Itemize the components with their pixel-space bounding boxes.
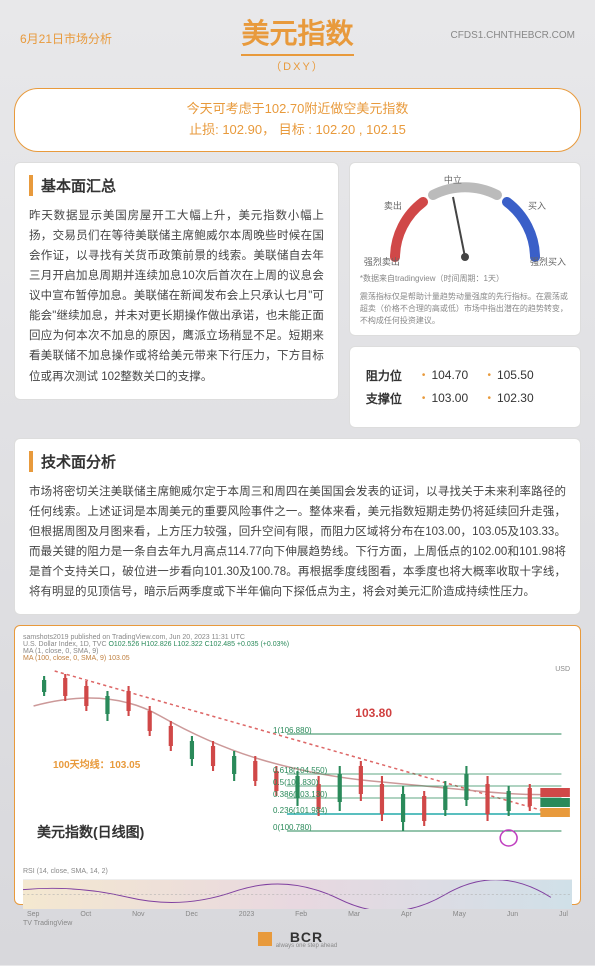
technical-title: 技术面分析 [29, 451, 566, 472]
resistance-label: 阻力位 [366, 367, 416, 384]
y-axis: USD [555, 666, 570, 866]
chart-meta-ma2: MA (100, close, 0, SMA, 9) 103.05 [23, 655, 572, 662]
sentiment-gauge: 中立 卖出 买入 强烈卖出 强烈买入 [360, 177, 570, 267]
date-label: 6月21日市场分析 [20, 30, 205, 47]
resistance-val-2: 105.50 [497, 368, 547, 382]
price-chart: 美元指数(日线图) 100天均线：103.05 103.80 1(106.880… [23, 666, 572, 866]
gauge-neutral-label: 中立 [444, 173, 462, 186]
brand-logo: BCR always one step ahead [258, 929, 337, 949]
support-val-1: 103.00 [431, 391, 481, 405]
rsi-chart [23, 879, 572, 909]
fib-label: 0.236(101.984) [273, 806, 327, 815]
title-block: 美元指数 （DXY） [205, 12, 390, 74]
page-header: 6月21日市场分析 美元指数 （DXY） CFDS1.CHNTHEBCR.COM [0, 0, 595, 78]
gauge-svg [375, 177, 555, 267]
ma-label: 100天均线：103.05 [53, 756, 140, 771]
gauge-strong-sell-label: 强烈卖出 [364, 255, 400, 268]
rec-line-1: 今天可考虑于102.70附近做空美元指数 [35, 99, 560, 120]
fundamentals-card: 基本面汇总 昨天数据显示美国房屋开工大幅上升，美元指数小幅上扬，交易员们在等待美… [14, 162, 339, 400]
chart-title-overlay: 美元指数(日线图) [33, 820, 148, 844]
gauge-footer-1: *数据来自tradingview（时间周期：1天） [360, 273, 570, 285]
fib-label: 1(106.880) [273, 726, 312, 735]
fundamentals-body: 昨天数据显示美国房屋开工大幅上升，美元指数小幅上扬，交易员们在等待美联储主席鲍威… [29, 206, 324, 387]
main-title: 美元指数 [241, 12, 353, 56]
chart-card: samshots2019 published on TradingView.co… [14, 625, 581, 905]
x-tick: Dec [185, 911, 197, 918]
x-tick: Feb [295, 911, 307, 918]
support-label: 支撑位 [366, 390, 416, 407]
x-tick: Nov [132, 911, 144, 918]
fib-label: 0.5(103.830) [273, 778, 318, 787]
x-tick: Sep [27, 911, 39, 918]
x-axis: Sep Oct Nov Dec 2023 Feb Mar Apr May Jun Jul [23, 911, 572, 918]
gauge-footer-2: 震荡指标仅是帮助计量趋势动量强度的先行指标。在震荡或超卖（价格不合理的高或低）市… [360, 291, 570, 327]
brand-tagline: always one step ahead [276, 943, 337, 949]
x-tick: Mar [348, 911, 360, 918]
rec-line-2: 止损: 102.90， 目标 : 102.20 , 102.15 [35, 120, 560, 141]
fib-label: 0.618(104.550) [273, 766, 327, 775]
chart-meta-ma: MA (1, close, 0, SMA, 9) [23, 648, 572, 655]
site-url: CFDS1.CHNTHEBCR.COM [390, 30, 575, 41]
chart-meta-1: samshots2019 published on TradingView.co… [23, 634, 572, 641]
dot-icon: • [422, 393, 426, 404]
y-label-unit: USD [555, 666, 570, 673]
x-tick: Oct [80, 911, 91, 918]
x-tick: Jul [559, 911, 568, 918]
recommendation-box: 今天可考虑于102.70附近做空美元指数 止损: 102.90， 目标 : 10… [14, 88, 581, 152]
dot-icon: • [487, 370, 491, 381]
main-grid: 基本面汇总 昨天数据显示美国房屋开工大幅上升，美元指数小幅上扬，交易员们在等待美… [0, 162, 595, 428]
gauge-sell-label: 卖出 [384, 199, 402, 212]
subtitle: （DXY） [205, 58, 390, 74]
gauge-buy-label: 买入 [528, 199, 546, 212]
gauge-card: 中立 卖出 买入 强烈卖出 强烈买入 *数据来自tradingview（时间周期… [349, 162, 581, 336]
chart-symbol: U.S. Dollar Index, 1D, TVC [23, 641, 107, 648]
chart-meta-2: U.S. Dollar Index, 1D, TVC O102.526 H102… [23, 641, 572, 648]
levels-card: 阻力位 • 104.70 • 105.50 支撑位 • 103.00 • 102… [349, 346, 581, 428]
logo-icon [258, 932, 272, 946]
resistance-row: 阻力位 • 104.70 • 105.50 [366, 367, 564, 384]
technical-body: 市场将密切关注美联储主席鲍威尔定于本周三和周四在美国国会发表的证词，以寻找关于未… [29, 482, 566, 603]
x-tick: Apr [401, 911, 412, 918]
fib-label: 0(100.780) [273, 823, 312, 832]
resistance-val-1: 104.70 [431, 368, 481, 382]
price-label: 103.80 [355, 706, 392, 720]
gauge-strong-buy-label: 强烈买入 [530, 255, 566, 268]
fundamentals-title: 基本面汇总 [29, 175, 324, 196]
chart-ohlc: O102.526 H102.826 L102.322 C102.485 +0.0… [108, 641, 289, 648]
x-tick: 2023 [239, 911, 255, 918]
tradingview-logo: TV TradingView [23, 920, 572, 927]
support-val-2: 102.30 [497, 391, 547, 405]
technical-card: 技术面分析 市场将密切关注美联储主席鲍威尔定于本周三和周四在美国国会发表的证词，… [14, 438, 581, 616]
fib-label: 0.386(103.130) [273, 790, 327, 799]
x-tick: May [453, 911, 466, 918]
dot-icon: • [422, 370, 426, 381]
support-row: 支撑位 • 103.00 • 102.30 [366, 390, 564, 407]
dot-icon: • [487, 393, 491, 404]
x-tick: Jun [507, 911, 518, 918]
